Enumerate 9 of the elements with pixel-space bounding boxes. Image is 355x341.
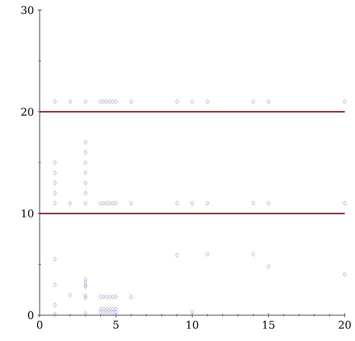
x-tick-label: 10	[186, 320, 198, 329]
x-tick-label: 20	[338, 320, 351, 329]
y-tick-label: 30	[21, 6, 34, 14]
y-tick-label: 20	[21, 108, 34, 116]
y-tick-label: 10	[22, 210, 34, 218]
y-tick-label: 0	[28, 311, 34, 320]
x-tick-label: 0	[37, 320, 42, 329]
x-tick-label: 15	[263, 320, 274, 329]
x-tick-label: 5	[113, 321, 118, 329]
